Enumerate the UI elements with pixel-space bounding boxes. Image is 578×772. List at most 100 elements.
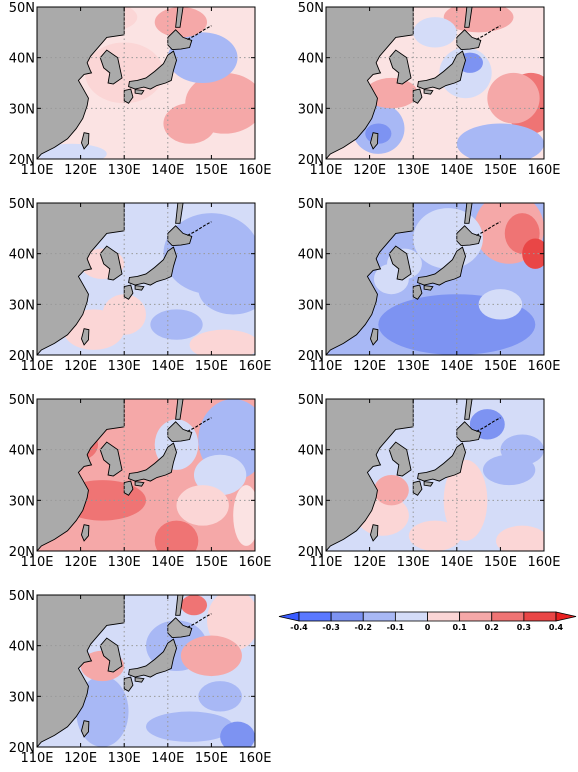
latitude-tick-label: 40N [9, 52, 35, 67]
colorbar-label: 0.3 [517, 623, 531, 632]
panel-frame [36, 398, 256, 552]
latitude-tick-label: 30N [9, 494, 35, 509]
latitude-tick-label: 20N [9, 545, 35, 560]
colorbar-label: -0.2 [355, 623, 373, 632]
longitude-tick-label: 120E [64, 555, 97, 570]
latitude-tick-label: 30N [9, 690, 35, 705]
longitude-tick-label: 110E [20, 555, 53, 570]
anomaly-contour [76, 676, 129, 747]
latitude-tick-label: 30N [298, 298, 324, 313]
latitude-tick-label: 20N [9, 349, 35, 364]
longitude-tick-label: 130E [397, 163, 430, 178]
colorbar-label: 0 [425, 623, 431, 632]
longitude-tick-label: 130E [108, 163, 141, 178]
longitude-tick-label: 160E [527, 555, 560, 570]
colorbar: -0.4 -0.3 -0.2 -0.1 0 0.1 0.2 0.3 0.4 [278, 611, 577, 632]
graticule [37, 399, 255, 551]
anomaly-contour [456, 123, 544, 159]
anomaly-contour [198, 681, 242, 712]
anomaly-shading [326, 7, 544, 159]
latitude-tick-label: 30N [9, 102, 35, 117]
graticule [326, 203, 544, 355]
latitude-tick-label: 40N [9, 248, 35, 263]
colorbar-arrow-left [278, 611, 300, 622]
longitude-tick-label: 110E [20, 163, 53, 178]
longitude-tick-label: 140E [151, 359, 184, 374]
colorbar-label: 0.1 [453, 623, 468, 632]
latitude-tick-label: 20N [9, 741, 35, 756]
longitude-tick-label: 110E [309, 359, 342, 374]
longitude-tick-label: 160E [527, 163, 560, 178]
latitude-tick-label: 50N [298, 197, 324, 212]
anomaly-contour [146, 711, 234, 742]
anomaly-shading [37, 595, 255, 747]
anomaly-contour [198, 263, 255, 315]
panel-frame [325, 202, 545, 356]
longitude-tick-label: 150E [484, 555, 517, 570]
latitude-tick-label: 40N [9, 444, 35, 459]
latitude-tick-label: 30N [298, 102, 324, 117]
panel-frame [36, 6, 256, 160]
latitude-tick-label: 50N [9, 589, 35, 604]
anomaly-contour [154, 520, 199, 551]
longitude-tick-label: 110E [309, 555, 342, 570]
colorbar-label: -0.1 [387, 623, 405, 632]
latitude-tick-label: 50N [9, 1, 35, 16]
latitude-tick-label: 40N [298, 248, 324, 263]
longitude-tick-label: 120E [64, 751, 97, 766]
longitude-tick-label: 150E [195, 359, 228, 374]
longitude-tick-label: 120E [353, 359, 386, 374]
anomaly-contour [365, 77, 418, 109]
longitude-tick-label: 130E [397, 555, 430, 570]
latitude-tick-label: 40N [298, 52, 324, 67]
anomaly-contour [500, 434, 544, 465]
graticule [326, 399, 544, 551]
colorbar-label: -0.4 [290, 623, 308, 632]
longitude-tick-label: 110E [20, 751, 53, 766]
latitude-tick-label: 20N [298, 545, 324, 560]
longitude-tick-label: 150E [195, 751, 228, 766]
graticule [37, 595, 255, 747]
map-panel-7: 110E 120E 130E 140E 150E 160E 50N 40N 30N 20N [9, 589, 272, 766]
longitude-tick-label: 140E [440, 555, 473, 570]
panel-frame [36, 202, 256, 356]
graticule [326, 7, 544, 159]
longitude-tick-label: 130E [108, 751, 141, 766]
anomaly-contour [180, 595, 208, 616]
colorbar-swatch [394, 611, 428, 622]
colorbar-swatch [362, 611, 396, 622]
longitude-tick-label: 140E [440, 163, 473, 178]
longitude-tick-label: 150E [484, 163, 517, 178]
graticule [37, 203, 255, 355]
colorbar-label: 0.4 [549, 623, 564, 632]
colorbar-swatch [491, 611, 525, 622]
longitude-tick-label: 160E [238, 359, 271, 374]
longitude-tick-label: 120E [64, 163, 97, 178]
latitude-tick-label: 30N [298, 494, 324, 509]
colorbar-arrow-right [555, 611, 577, 622]
colorbar-swatch [459, 611, 493, 622]
colorbar-swatch [523, 611, 557, 622]
longitude-tick-label: 160E [238, 751, 271, 766]
latitude-tick-label: 50N [9, 393, 35, 408]
anomaly-shading [326, 399, 544, 551]
map-panel-3: 110E 120E 130E 140E 150E 160E 50N 40N 30N 20N [9, 197, 272, 374]
latitude-tick-label: 20N [9, 153, 35, 168]
latitude-tick-label: 50N [298, 1, 324, 16]
longitude-tick-label: 140E [151, 751, 184, 766]
latitude-tick-label: 40N [9, 640, 35, 655]
map-panel-4: 110E 120E 130E 140E 150E 160E 50N 40N 30N 20N [298, 197, 561, 374]
colorbar-swatch [298, 611, 332, 622]
longitude-tick-label: 150E [195, 555, 228, 570]
longitude-tick-label: 160E [527, 359, 560, 374]
anomaly-contour [189, 329, 255, 355]
colorbar-swatch [427, 611, 461, 622]
colorbar-swatch [330, 611, 364, 622]
longitude-tick-label: 130E [108, 555, 141, 570]
longitude-tick-label: 140E [151, 555, 184, 570]
map-panel-2: 110E 120E 130E 140E 150E 160E 50N 40N 30N 20N [298, 1, 561, 178]
anomaly-contour [176, 485, 229, 526]
anomaly-contour [373, 474, 409, 506]
longitude-tick-label: 140E [440, 359, 473, 374]
